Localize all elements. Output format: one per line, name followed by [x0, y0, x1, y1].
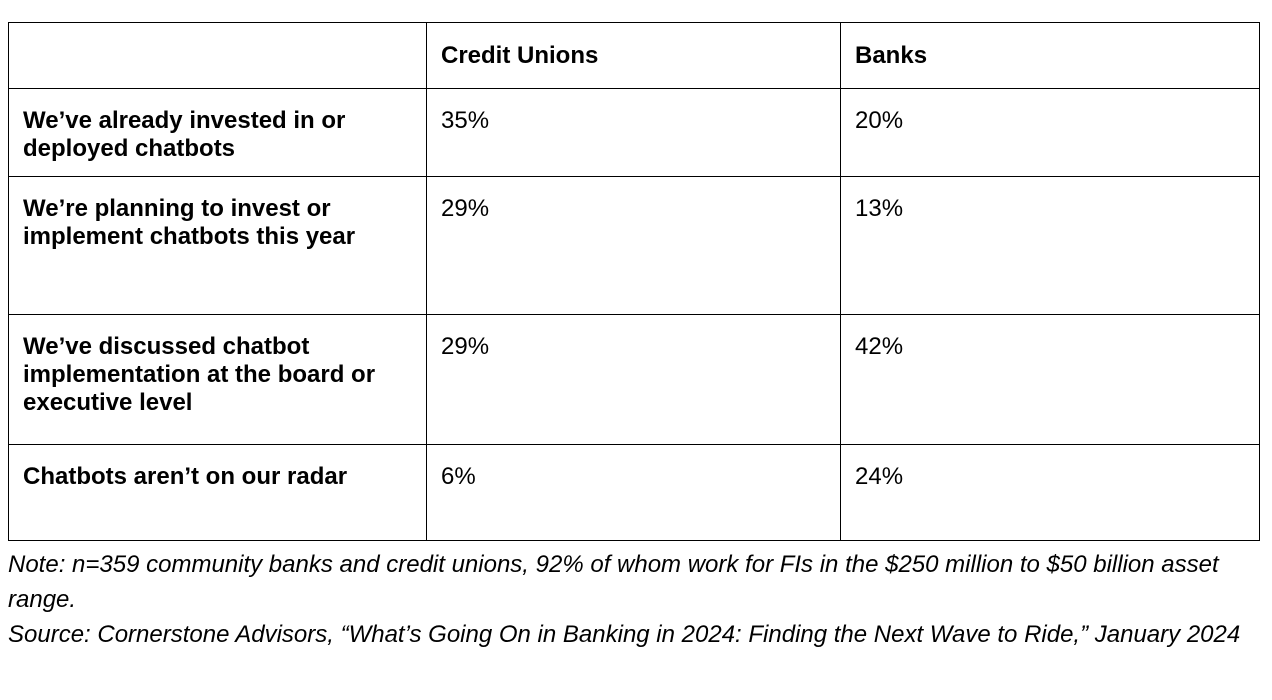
note: Note: n=359 community banks and credit u…: [8, 551, 1219, 613]
cell: 29%: [426, 176, 841, 315]
header-row: Credit Unions Banks: [8, 22, 1260, 89]
header-cell: [8, 22, 427, 89]
cell: 35%: [426, 88, 841, 177]
header-cell: Credit Unions: [426, 22, 841, 89]
table-row: We’ve discussed chatbot implementation a…: [8, 314, 1260, 445]
row-label: We’re planning to invest or implement ch…: [8, 176, 427, 315]
cell: 20%: [840, 88, 1260, 177]
cell: 6%: [426, 444, 841, 541]
content: Credit Unions Banks We’ve already invest…: [8, 22, 1260, 652]
cell: 13%: [840, 176, 1260, 315]
cell: 24%: [840, 444, 1260, 541]
row-label: We’ve discussed chatbot implementation a…: [8, 314, 427, 445]
header-cell: Banks: [840, 22, 1260, 89]
table-row: We’re planning to invest or implement ch…: [8, 176, 1260, 315]
cell: 29%: [426, 314, 841, 445]
source: Source: Cornerstone Advisors, “What’s Go…: [8, 621, 1241, 648]
notes: Note: n=359 community banks and credit u…: [8, 547, 1258, 652]
table-row: We’ve already invested in or deployed ch…: [8, 88, 1260, 177]
cell: 42%: [840, 314, 1260, 445]
row-label: Chatbots aren’t on our radar: [8, 444, 427, 541]
survey-table: Credit Unions Banks We’ve already invest…: [8, 22, 1260, 541]
row-label: We’ve already invested in or deployed ch…: [8, 88, 427, 177]
table-row: Chatbots aren’t on our radar 6% 24%: [8, 444, 1260, 541]
